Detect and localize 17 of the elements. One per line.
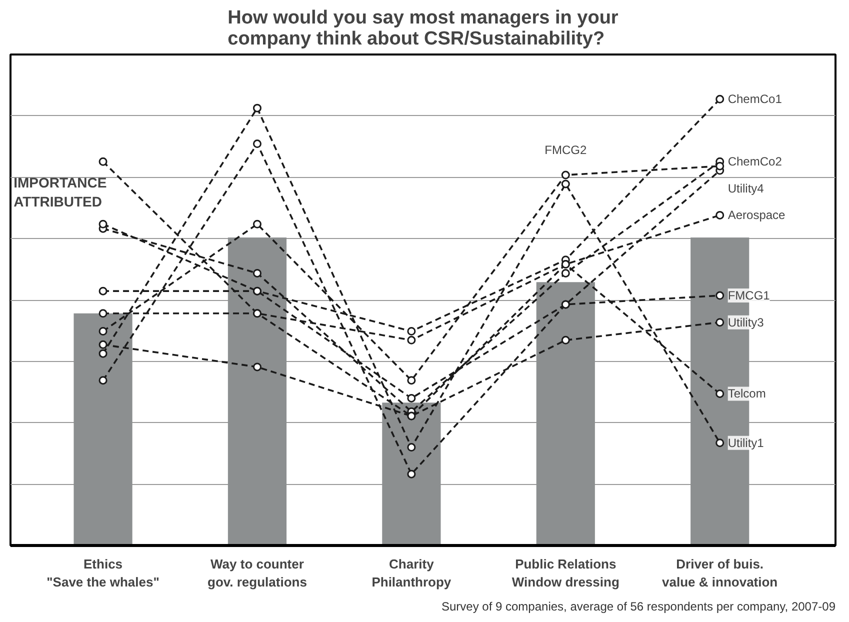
series-label: FMCG2 [544, 143, 587, 158]
text: Survey of 9 companies, average of 56 respondents per company, 2007-09 [441, 600, 836, 614]
series-label: Utility4 [728, 181, 764, 196]
series-label: ChemCo1 [728, 92, 782, 106]
series-label: Aerospace [728, 208, 786, 222]
series-label: Utility1 [728, 436, 764, 450]
x-tick-label: Public Relations Window dressing [512, 556, 620, 590]
series-label: FMCG1 [728, 288, 770, 303]
series-label: Telcom [728, 386, 766, 401]
series-label: Utility3 [728, 315, 764, 330]
series-label: ChemCo2 [728, 154, 782, 169]
x-tick-label: Charity Philanthropy [372, 556, 452, 590]
y-axis-title: IMPORTANCE ATTRIBUTED [14, 174, 107, 210]
x-tick-label: Driver of buis. value & innovation [662, 556, 778, 590]
chart-title: How would you say most managers in your company think about CSR/Sustainability? [228, 8, 619, 50]
x-tick-label: Ethics "Save the whales" [46, 556, 160, 590]
x-tick-label: Way to counter gov. regulations [208, 556, 307, 590]
